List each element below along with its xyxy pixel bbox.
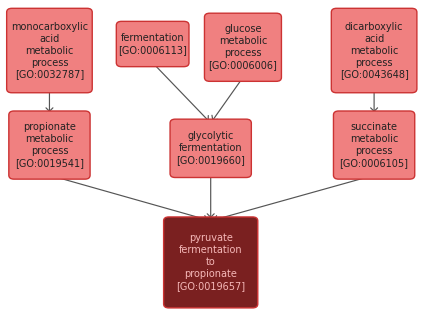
Text: pyruvate
fermentation
to
propionate
[GO:0019657]: pyruvate fermentation to propionate [GO:… xyxy=(176,233,245,291)
Text: succinate
metabolic
process
[GO:0006105]: succinate metabolic process [GO:0006105] xyxy=(340,122,408,168)
Text: glucose
metabolic
process
[GO:0006006]: glucose metabolic process [GO:0006006] xyxy=(209,24,277,70)
FancyBboxPatch shape xyxy=(170,119,251,177)
Text: dicarboxylic
acid
metabolic
process
[GO:0043648]: dicarboxylic acid metabolic process [GO:… xyxy=(340,22,408,80)
FancyBboxPatch shape xyxy=(334,111,415,179)
Text: propionate
metabolic
process
[GO:0019541]: propionate metabolic process [GO:0019541… xyxy=(15,122,84,168)
FancyBboxPatch shape xyxy=(7,8,92,93)
Text: glycolytic
fermentation
[GO:0019660]: glycolytic fermentation [GO:0019660] xyxy=(176,131,245,165)
FancyBboxPatch shape xyxy=(204,13,281,82)
FancyBboxPatch shape xyxy=(163,217,258,308)
FancyBboxPatch shape xyxy=(331,8,417,93)
FancyBboxPatch shape xyxy=(116,22,189,67)
Text: fermentation
[GO:0006113]: fermentation [GO:0006113] xyxy=(118,33,187,55)
FancyBboxPatch shape xyxy=(9,111,90,179)
Text: monocarboxylic
acid
metabolic
process
[GO:0032787]: monocarboxylic acid metabolic process [G… xyxy=(11,22,88,80)
